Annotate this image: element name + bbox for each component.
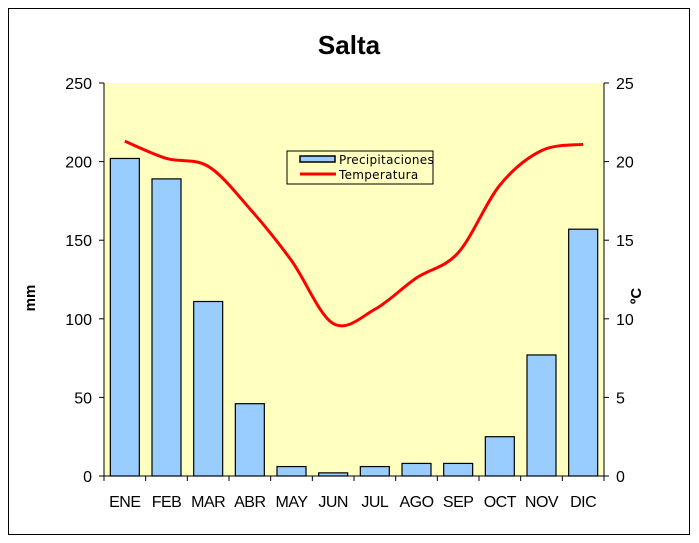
bar-mar xyxy=(193,300,224,477)
y2-axis-label: ºC xyxy=(628,288,645,304)
x-tick-label: MAR xyxy=(191,494,225,511)
y-axis-label: mm xyxy=(22,285,39,312)
left-tick-label: 150 xyxy=(65,233,92,250)
x-tick-label: JUL xyxy=(361,494,389,511)
right-tick-label: 25 xyxy=(616,76,634,93)
right-tick-label: 10 xyxy=(616,312,634,329)
temperature-line xyxy=(124,139,584,328)
bar-dic xyxy=(568,228,599,477)
x-tick-label: NOV xyxy=(525,494,559,511)
bar-ene xyxy=(109,157,140,477)
left-tick-label: 100 xyxy=(65,312,92,329)
bar-jul xyxy=(359,465,390,477)
right-tick-label: 0 xyxy=(616,469,625,486)
x-tick-label: FEB xyxy=(152,494,182,511)
bar-ago xyxy=(401,462,432,477)
left-tick-label: 250 xyxy=(65,76,92,93)
x-tick-label: JUN xyxy=(318,494,348,511)
x-tick-label: ABR xyxy=(234,494,265,511)
bar-oct xyxy=(484,436,515,477)
bar-nov xyxy=(526,354,557,477)
left-tick-label: 200 xyxy=(65,155,92,172)
chart-frame xyxy=(8,8,690,535)
x-tick-label: SEP xyxy=(443,494,474,511)
legend-temperature-label: Temperatura xyxy=(338,168,419,182)
x-tick-label: AGO xyxy=(399,494,433,511)
bar-may xyxy=(276,465,307,477)
bar-sep xyxy=(443,462,474,477)
left-tick-label: 0 xyxy=(83,469,92,486)
x-tick-label: ENE xyxy=(109,494,140,511)
right-tick-label: 15 xyxy=(616,233,634,250)
x-tick-label: MAY xyxy=(276,494,309,511)
x-tick-label: DIC xyxy=(570,494,596,511)
legend-precipitation-swatch xyxy=(299,155,336,163)
legend-box xyxy=(286,150,434,185)
left-tick-label: 50 xyxy=(74,390,92,407)
right-tick-label: 20 xyxy=(616,155,634,172)
legend-precipitation-label: Precipitaciones xyxy=(339,153,434,167)
chart-title: Salta xyxy=(318,30,381,60)
bar-feb xyxy=(151,178,182,477)
plot-area xyxy=(104,83,604,476)
bar-abr xyxy=(234,403,265,477)
right-tick-label: 5 xyxy=(616,390,625,407)
x-tick-label: OCT xyxy=(484,494,517,511)
